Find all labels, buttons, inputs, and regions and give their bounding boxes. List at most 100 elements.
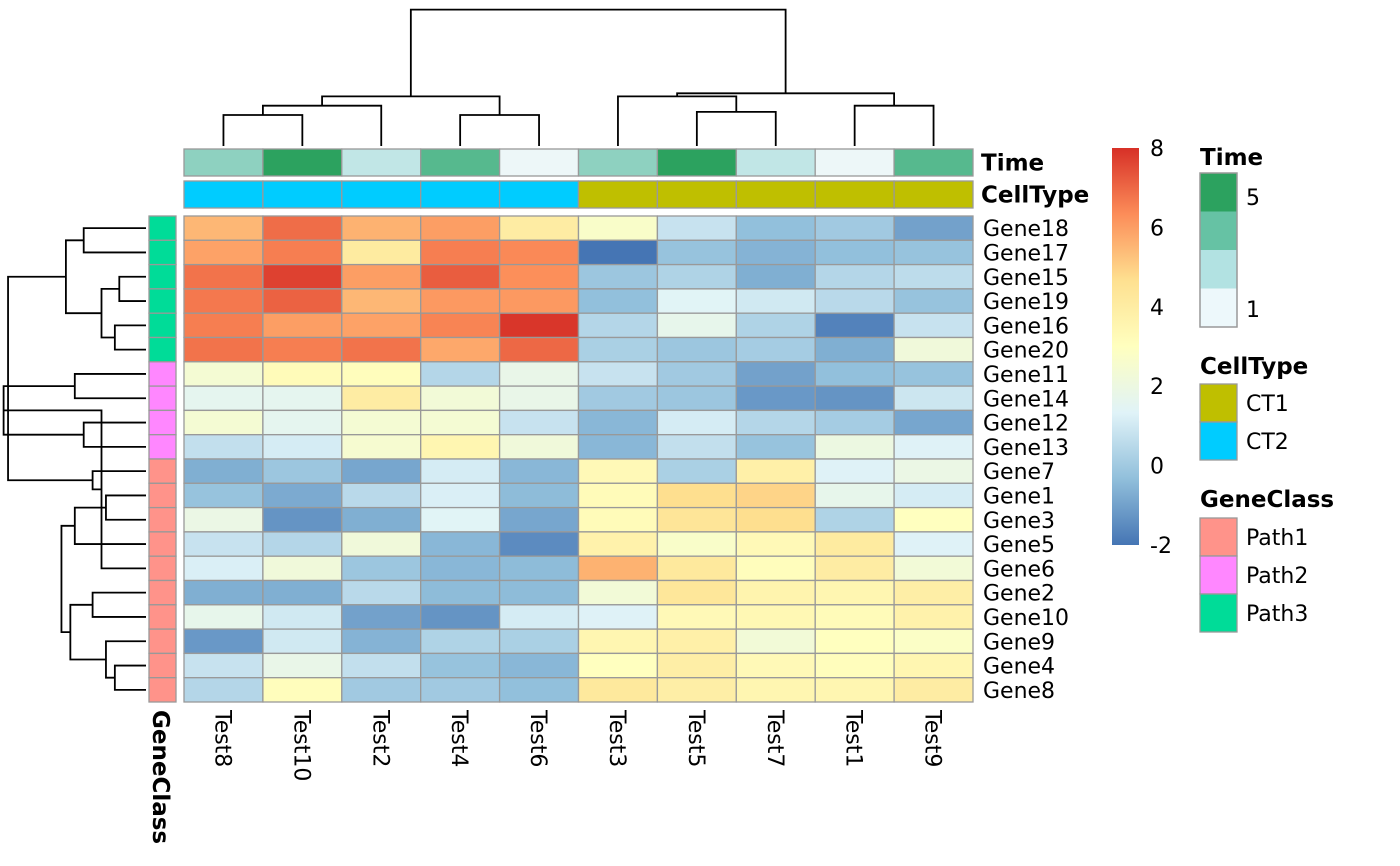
column-annotation-cell	[420, 148, 501, 177]
heatmap-cell	[814, 434, 895, 460]
heatmap-cell	[498, 215, 580, 241]
column-label: Test6	[525, 709, 550, 767]
heatmap-cell	[498, 458, 580, 484]
heatmap-cell	[498, 385, 580, 412]
heatmap-cell	[498, 409, 580, 436]
column-dendrogram	[222, 8, 935, 146]
heatmap-cell	[656, 579, 737, 606]
row-label: Gene18	[983, 217, 1069, 242]
heatmap-cell	[262, 628, 343, 655]
heatmap-cell	[656, 288, 737, 314]
heatmap-cell	[341, 652, 422, 679]
heatmap-cell	[735, 361, 816, 387]
heatmap-cell	[420, 263, 501, 290]
heatmap-cell	[420, 506, 501, 533]
row-annotation-cell	[148, 531, 177, 557]
heatmap-cell	[577, 506, 659, 533]
row-label: Gene9	[983, 630, 1055, 655]
color-scale-tick-label: -2	[1150, 534, 1172, 559]
row-annotation-cell	[148, 604, 177, 630]
heatmap-cell	[735, 482, 816, 509]
heatmap-cell	[498, 434, 580, 460]
row-dendrogram-link	[73, 506, 146, 545]
heatmap-cell	[183, 531, 264, 557]
heatmap-cell	[183, 263, 264, 290]
heatmap-cell	[183, 628, 264, 655]
heatmap-cell	[498, 361, 580, 387]
row-annotation-cell	[148, 409, 177, 436]
column-annotation-cell	[735, 180, 816, 209]
geneclass-legend-swatch	[1199, 593, 1238, 633]
heatmap-cell	[735, 652, 816, 679]
heatmap-cell	[893, 555, 974, 582]
row-dendrogram-link	[82, 227, 146, 254]
geneclass-legend-label: Path3	[1246, 602, 1308, 627]
heatmap-cell	[341, 239, 422, 266]
heatmap-cell	[262, 288, 343, 314]
row-dendrogram-link	[73, 373, 146, 400]
column-annotation-cell	[577, 148, 659, 177]
heatmap-cell	[814, 677, 895, 703]
heatmap-cell	[498, 482, 580, 509]
heatmap-cell	[341, 531, 422, 557]
column-annotation-cell	[656, 148, 737, 177]
heatmap-cell	[893, 652, 974, 679]
row-labels: Gene18Gene17Gene15Gene19Gene16Gene20Gene…	[983, 217, 1069, 704]
time-legend-swatch	[1200, 173, 1237, 212]
row-dendrogram-link	[69, 603, 106, 661]
heatmap-cell	[183, 385, 264, 412]
row-dendrogram-link	[91, 591, 146, 618]
row-dendrogram-link	[113, 664, 146, 691]
celltype-legend-title: CellType	[1200, 354, 1308, 380]
row-label: Gene16	[983, 314, 1069, 339]
time-legend-frame	[1199, 172, 1238, 328]
row-annotation-cell	[148, 215, 177, 241]
heatmap-cell	[577, 215, 659, 241]
heatmap-cell	[420, 385, 501, 412]
heatmap-cell	[420, 409, 501, 436]
heatmap-cell	[735, 458, 816, 484]
row-label: Gene10	[983, 606, 1069, 631]
geneclass-legend-title: GeneClass	[1200, 487, 1334, 513]
row-dendrogram	[2, 227, 146, 691]
celltype-legend-label: CT1	[1246, 392, 1289, 417]
column-annotation-title: CellType	[981, 183, 1089, 209]
column-annotation-cell	[341, 180, 422, 209]
row-annotation-cell	[148, 263, 177, 290]
heatmap-cell	[656, 628, 737, 655]
heatmap-cell	[341, 458, 422, 484]
heatmap-cell	[420, 677, 501, 703]
heatmap-cell	[577, 652, 659, 679]
heatmap-cell	[893, 385, 974, 412]
heatmap-cell	[420, 458, 501, 484]
row-annotation-cell	[148, 434, 177, 460]
heatmap-cell	[577, 555, 659, 582]
heatmap-cell	[183, 555, 264, 582]
row-label: Gene12	[983, 412, 1069, 437]
heatmap-cell	[577, 361, 659, 387]
heatmap-cell	[262, 361, 343, 387]
heatmap-cell	[893, 263, 974, 290]
color-scale-tick-label: 2	[1150, 375, 1164, 400]
column-annotation-cell	[498, 148, 580, 177]
heatmap-cell	[656, 677, 737, 703]
celltype-legend-swatch	[1199, 421, 1238, 461]
heatmap-cell	[577, 385, 659, 412]
heatmap-cell	[341, 361, 422, 387]
color-scale-ticks: -2 0 2 4 6 8	[1150, 137, 1172, 559]
heatmap-cell	[498, 239, 580, 266]
time-legend: Time 5 1	[1199, 145, 1263, 328]
row-label: Gene3	[983, 509, 1055, 534]
heatmap-cell	[341, 312, 422, 339]
color-scale-tick-label: 4	[1150, 296, 1164, 321]
heatmap-cell	[656, 458, 737, 484]
heatmap-cell	[341, 604, 422, 630]
column-annotation-title: Time	[981, 151, 1044, 177]
heatmap-cell	[814, 579, 895, 606]
heatmap-cell	[341, 385, 422, 412]
heatmap-cell	[814, 409, 895, 436]
heatmap-cell	[183, 482, 264, 509]
row-annotation-title: GeneClass	[147, 710, 173, 844]
heatmap-cell	[814, 531, 895, 557]
